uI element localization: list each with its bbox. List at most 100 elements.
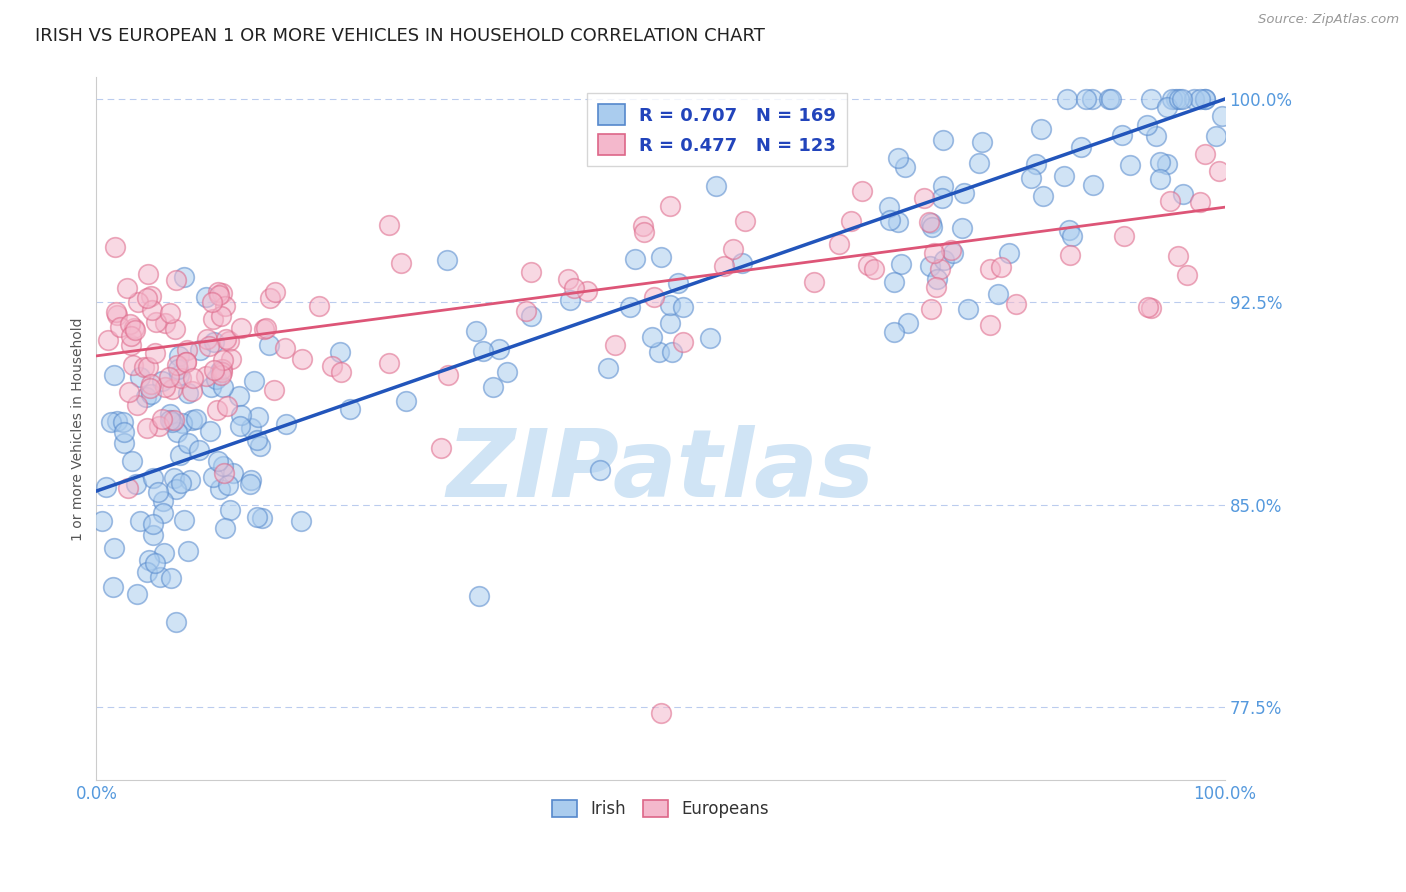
Point: [932, 133, 955, 147]
Point: [290, 514, 312, 528]
Point: [163, 413, 186, 427]
Point: [112, 425, 135, 439]
Point: [228, 389, 250, 403]
Point: [143, 346, 166, 360]
Point: [666, 276, 689, 290]
Text: ZIPatlas: ZIPatlas: [447, 425, 875, 517]
Point: [139, 381, 162, 395]
Point: [202, 362, 225, 376]
Point: [139, 376, 162, 391]
Point: [990, 260, 1012, 274]
Point: [839, 214, 862, 228]
Point: [619, 300, 641, 314]
Point: [1099, 92, 1122, 106]
Point: [918, 260, 941, 274]
Point: [188, 343, 211, 358]
Point: [276, 417, 298, 431]
Point: [671, 300, 693, 314]
Point: [395, 394, 418, 409]
Point: [127, 398, 149, 412]
Point: [1074, 92, 1097, 106]
Point: [970, 135, 993, 149]
Point: [104, 305, 127, 319]
Point: [170, 476, 193, 491]
Point: [329, 365, 352, 379]
Point: [953, 186, 976, 201]
Point: [950, 221, 973, 235]
Point: [239, 421, 262, 435]
Point: [1211, 109, 1233, 123]
Point: [1171, 187, 1194, 202]
Point: [209, 368, 232, 383]
Point: [129, 514, 152, 528]
Point: [650, 706, 672, 720]
Point: [436, 253, 458, 268]
Point: [291, 352, 314, 367]
Point: [851, 184, 873, 198]
Point: [515, 304, 537, 318]
Point: [208, 288, 231, 302]
Point: [176, 436, 198, 450]
Point: [159, 306, 181, 320]
Point: [1140, 92, 1163, 106]
Point: [1194, 147, 1216, 161]
Point: [928, 261, 950, 276]
Point: [135, 390, 157, 404]
Point: [633, 219, 655, 234]
Point: [104, 240, 127, 254]
Point: [148, 418, 170, 433]
Point: [173, 270, 195, 285]
Point: [713, 259, 735, 273]
Point: [120, 329, 142, 343]
Point: [125, 587, 148, 601]
Point: [194, 290, 217, 304]
Point: [207, 454, 229, 468]
Point: [214, 299, 236, 313]
Point: [918, 215, 941, 229]
Point: [734, 214, 756, 228]
Point: [274, 341, 297, 355]
Point: [211, 365, 233, 379]
Point: [257, 338, 280, 352]
Point: [672, 334, 695, 349]
Point: [117, 481, 139, 495]
Point: [247, 409, 270, 424]
Point: [132, 359, 155, 374]
Point: [211, 286, 233, 301]
Point: [263, 383, 285, 397]
Point: [159, 413, 181, 427]
Point: [378, 218, 401, 232]
Point: [198, 424, 221, 438]
Point: [169, 448, 191, 462]
Point: [1081, 178, 1104, 192]
Point: [94, 480, 117, 494]
Point: [252, 322, 274, 336]
Point: [624, 252, 647, 266]
Point: [883, 325, 905, 339]
Point: [925, 280, 948, 294]
Point: [124, 476, 146, 491]
Point: [152, 506, 174, 520]
Point: [176, 386, 198, 401]
Point: [942, 246, 965, 260]
Point: [941, 243, 963, 257]
Point: [218, 334, 240, 349]
Point: [160, 415, 183, 429]
Point: [212, 458, 235, 473]
Point: [176, 343, 198, 358]
Point: [124, 322, 146, 336]
Point: [308, 299, 330, 313]
Point: [166, 425, 188, 439]
Point: [883, 275, 905, 289]
Point: [731, 256, 754, 270]
Point: [1032, 189, 1054, 203]
Point: [1156, 99, 1178, 113]
Point: [174, 355, 197, 369]
Point: [488, 342, 510, 356]
Point: [924, 246, 946, 260]
Point: [890, 257, 912, 271]
Point: [641, 330, 664, 344]
Point: [184, 412, 207, 426]
Point: [658, 199, 681, 213]
Point: [430, 441, 453, 455]
